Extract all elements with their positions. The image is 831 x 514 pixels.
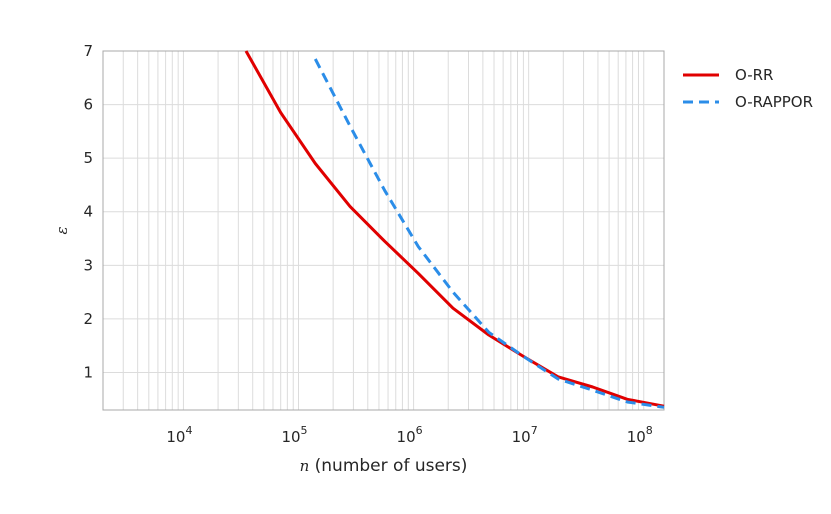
- y-tick-label: 6: [83, 96, 93, 114]
- x-axis-label-variable: n: [300, 457, 310, 475]
- legend: O-RR O-RAPPOR: [683, 66, 813, 111]
- y-tick-label: 1: [83, 363, 93, 381]
- y-tick-label: 2: [83, 310, 93, 328]
- plot-frame: [102, 50, 665, 411]
- x-tick-label: 105: [281, 424, 307, 446]
- x-tick-label: 106: [397, 424, 423, 446]
- x-tick-label: 104: [166, 424, 192, 446]
- series-lines: [244, 50, 665, 409]
- x-tick-label: 108: [627, 424, 653, 446]
- x-axis-label: n (number of users): [300, 456, 468, 476]
- legend-label: O-RR: [735, 66, 773, 84]
- y-axis-ticks: 1 2 3 4 5 6 7: [83, 42, 93, 381]
- y-tick-label: 5: [83, 149, 93, 167]
- x-axis-label-text: (number of users): [309, 456, 467, 476]
- y-axis-label: ε: [53, 226, 71, 234]
- legend-label: O-RAPPOR: [735, 93, 813, 111]
- y-tick-label: 3: [83, 256, 93, 274]
- grid: [102, 50, 664, 410]
- x-axis-ticks: 104 105 106 107 108: [166, 424, 652, 446]
- y-tick-label: 4: [83, 203, 93, 221]
- y-tick-label: 7: [83, 42, 93, 60]
- series-line-o-rr: [244, 50, 665, 408]
- x-tick-label: 107: [512, 424, 538, 446]
- series-line-o-rappor: [313, 58, 665, 409]
